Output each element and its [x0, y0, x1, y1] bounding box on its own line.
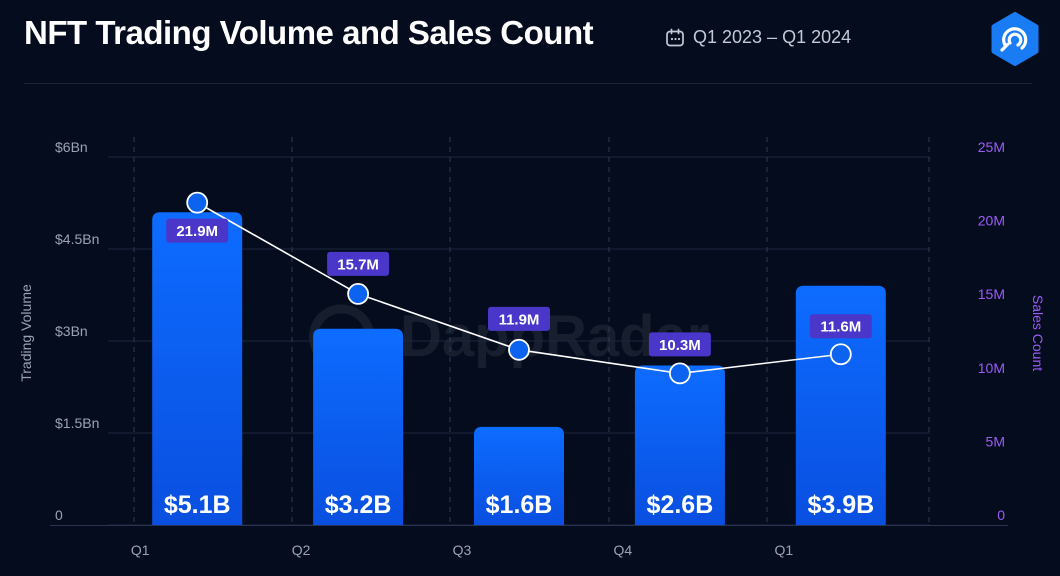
axes-layer: 0 $1.5Bn $3Bn $4.5Bn $6Bn 0 5M 10M 15M 20M 25M Trad… — [18, 139, 1046, 558]
y2-tick-label: 10M — [978, 360, 1005, 376]
date-range: Q1 2023 – Q1 2024 — [665, 27, 851, 48]
chart-title: NFT Trading Volume and Sales Count — [24, 14, 594, 51]
sales-count-label-box — [166, 218, 229, 243]
y2-tick-label: 15M — [978, 286, 1005, 302]
bars-layer — [152, 212, 886, 525]
y-axis-title: Trading Volume — [18, 284, 34, 382]
x-tick-label: Q1 — [131, 542, 150, 558]
x-tick-label: Q4 — [614, 542, 633, 558]
sales-count-label: 21.9M — [166, 218, 229, 243]
date-range-text: Q1 2023 – Q1 2024 — [693, 27, 852, 47]
y-tick-label: $4.5Bn — [55, 231, 99, 247]
x-tick-label: Q2 — [292, 542, 311, 558]
labels-layer: $5.1B $3.2B $1.6B $2.6B $3.9B 21.9M 15.7M 11.9M… — [164, 218, 874, 519]
volume-bar-label: $3.2B — [325, 491, 392, 519]
volume-bar — [795, 285, 886, 525]
header-divider — [24, 83, 1032, 84]
y2-tick-label: 20M — [978, 213, 1005, 229]
sales-count-label-box — [327, 251, 390, 276]
y2-axis-title: Sales Count — [1030, 295, 1046, 371]
volume-bar — [634, 365, 725, 525]
volume-bar — [474, 426, 564, 525]
volume-bar-label: $3.9B — [807, 491, 874, 519]
y-tick-label: 0 — [55, 507, 63, 523]
x-tick-label: Q1 — [774, 542, 793, 558]
sales-count-label-text: 11.6M — [820, 319, 861, 336]
sales-count-point — [347, 282, 370, 305]
x-tick-label: Q3 — [453, 542, 472, 558]
sales-count-label: 11.6M — [809, 314, 872, 339]
sales-count-label-text: 11.9M — [499, 311, 540, 328]
volume-bar — [313, 328, 404, 525]
sales-count-label-box — [488, 306, 550, 331]
sales-count-label: 10.3M — [648, 332, 711, 357]
y-tick-label: $3Bn — [55, 323, 88, 339]
sales-count-point — [829, 343, 852, 366]
y-tick-label: $6Bn — [55, 139, 88, 155]
dappradar-logo-icon — [991, 12, 1039, 66]
volume-bar-label: $5.1B — [164, 491, 231, 519]
y2-tick-label: 5M — [986, 433, 1005, 449]
sales-count-point — [186, 191, 209, 214]
sales-count-label: 11.9M — [488, 306, 550, 331]
chart-header: NFT Trading Volume and Sales Count Q1 20… — [0, 0, 1060, 84]
sales-count-label: 15.7M — [327, 251, 390, 276]
y2-tick-label: 0 — [997, 507, 1005, 523]
sales-count-label-box — [809, 314, 872, 339]
y2-tick-label: 25M — [978, 139, 1005, 155]
sales-count-label-text: 21.9M — [176, 223, 218, 240]
volume-bar-label: $1.6B — [486, 491, 553, 519]
sales-count-label-text: 10.3M — [659, 337, 701, 354]
sales-line-layer — [186, 191, 852, 385]
volume-bar — [152, 212, 243, 525]
volume-bar-label: $2.6B — [647, 491, 714, 519]
calendar-icon — [666, 28, 684, 46]
sales-count-label-text: 15.7M — [337, 256, 379, 273]
y-tick-label: $1.5Bn — [55, 415, 99, 431]
sales-count-point — [669, 362, 691, 385]
sales-count-label-box — [648, 332, 711, 357]
sales-count-point — [508, 338, 530, 361]
